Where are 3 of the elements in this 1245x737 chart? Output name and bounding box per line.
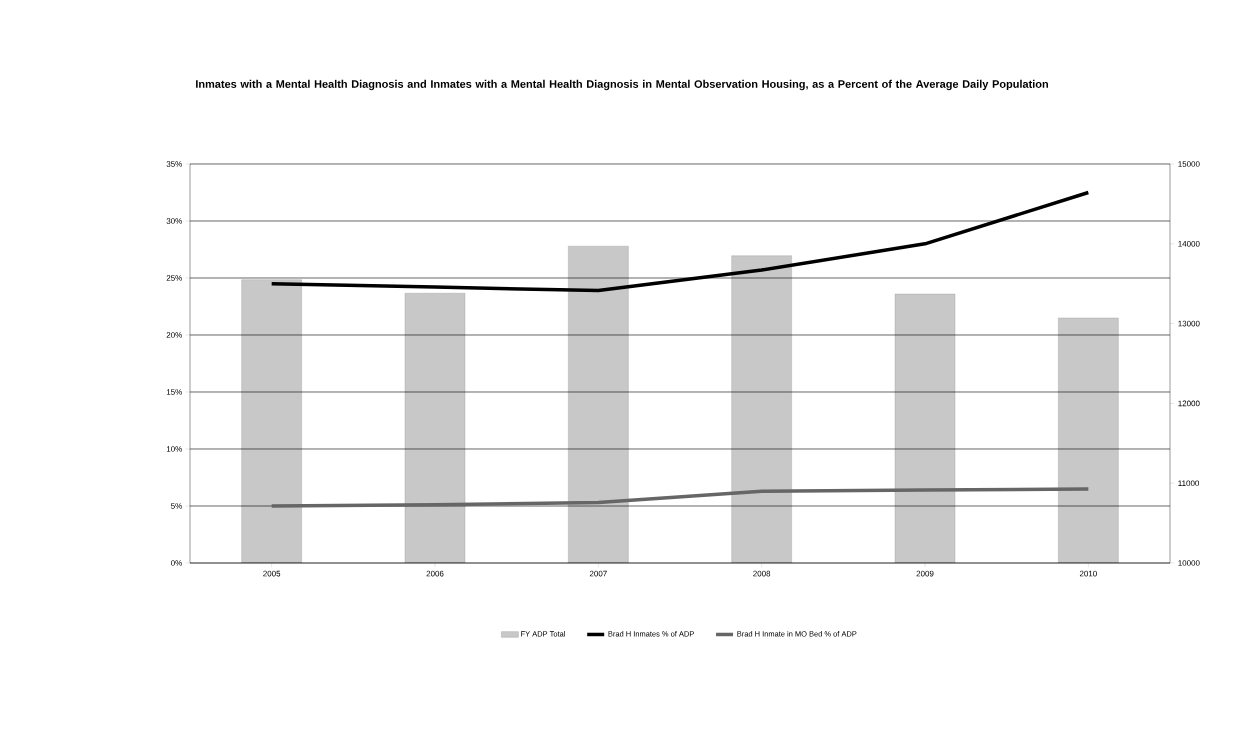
line-series — [269, 190, 1091, 293]
chart-title: Inmates with a Mental Health Diagnosis and Inmates with a Mental Health Diagnosis in Mental Observation Housing, as a Percent of the Average Daily Population — [196, 79, 1048, 91]
line-series — [269, 487, 1091, 508]
